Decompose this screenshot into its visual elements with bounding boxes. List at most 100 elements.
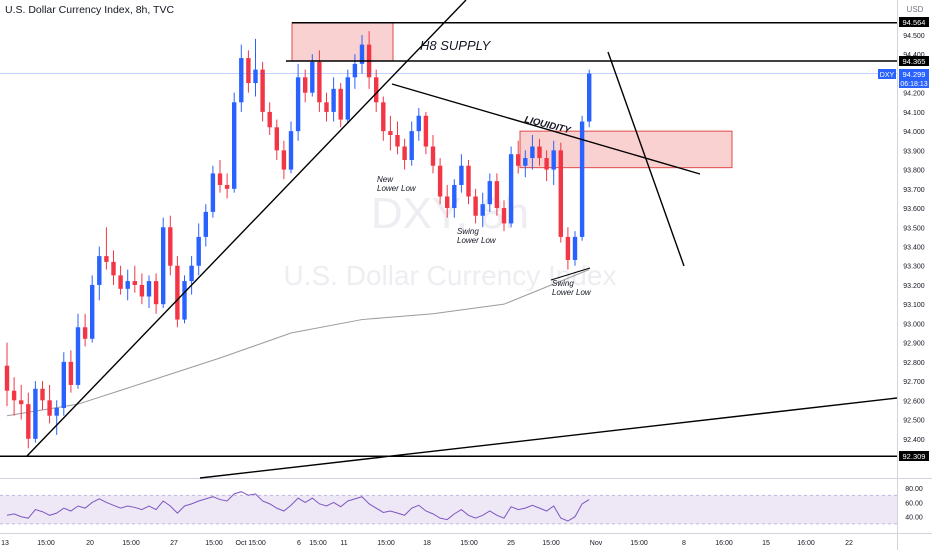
candle-body [395,134,400,147]
projection-line[interactable] [607,51,685,267]
supply-label: H8 SUPPLY [420,38,492,53]
time-tick-label: 8 [682,540,686,547]
swing-low-pointer [550,267,591,281]
candle-body [587,73,592,122]
candle-body [4,365,10,391]
level-low-price-tag [899,451,929,461]
time-tick-label: 13 [1,540,9,547]
level-high-price-text: 94.564 [903,18,926,27]
swing-lower-low-2-line2: Lower Low [552,288,592,297]
candle-body [161,227,166,305]
candle-body [530,146,535,159]
candle-body [303,77,308,93]
candle-body [26,404,31,439]
candle-body [487,181,492,205]
candle-body [516,154,521,166]
price-tick-label: 93.400 [903,245,925,252]
candle-body [61,361,66,409]
price-tick-label: 93.500 [903,225,925,232]
candle-body [317,61,322,103]
time-tick-label: Nov [590,540,603,547]
candle-body [146,281,152,297]
candle-body [288,131,294,170]
time-tick-label: 22 [845,540,853,547]
candle-body [33,388,38,439]
price-tick-label: 94.100 [903,110,925,117]
candle-body [111,261,116,276]
candle-body [267,111,272,128]
candle-body [260,69,265,112]
time-tick-label: 15:00 [542,540,560,547]
price-tick-label: 93.000 [903,321,925,328]
time-tick-label: 15:00 [309,540,327,547]
level-high-price-tag [899,17,929,27]
rsi-band-fill [0,495,897,524]
time-tick-label: 15:00 [460,540,478,547]
last-price-text: 94.299 [903,70,926,79]
last-price-tag [899,69,929,88]
time-tick-label: 27 [170,540,178,547]
time-tick-label: 16:00 [715,540,733,547]
candle-body [75,327,81,385]
countdown-text: 06:18:13 [900,81,927,88]
candle-body [203,211,208,237]
price-tick-label: 92.600 [903,398,925,405]
price-pane[interactable] [0,0,897,478]
candle-body [189,265,194,282]
time-tick-label: 15:00 [37,540,55,547]
price-tick-label: 92.800 [903,360,925,367]
time-axis[interactable]: 13 15:00 20 15:00 27 15:00 Oct 15:00 6 15:00 11 15:… [1,540,853,547]
candle-body [175,265,180,320]
candle-body [281,150,287,170]
supply-zone[interactable] [291,22,394,62]
time-tick-label: 11 [340,540,347,547]
chart-title: U.S. Dollar Currency Index, 8h, TVC [5,4,174,16]
candle-body [246,58,251,84]
candle-body [82,327,88,339]
candle-body [47,400,52,416]
price-tick-label: 92.700 [903,379,925,386]
candle-body [338,88,343,120]
candle-body [97,256,102,285]
candle-body [501,208,507,224]
time-tick-label: 16:00 [797,540,815,547]
candle-body [523,158,528,166]
rsi-line [6,491,590,522]
candle-body [452,184,457,209]
time-tick-label: 15:00 [122,540,140,547]
liquidity-trendline[interactable] [391,83,701,175]
level-mid-price-text: 94.365 [903,57,926,66]
candle-body [239,58,244,103]
new-lower-low-line2: Lower Low [377,184,417,193]
candle-body [224,184,230,189]
candle-body [232,102,237,189]
candle-body [558,150,563,237]
swing-lower-low-1-line2: Lower Low [457,236,497,245]
candle-body [423,115,429,147]
rsi-axis: 80.00 60.00 40.00 [905,486,923,522]
candle-body [139,284,145,297]
candle-body [54,408,59,416]
lower-trendline[interactable] [199,397,898,479]
price-tick-label: 94.500 [903,33,925,40]
candle-body [182,281,187,320]
candle-body [508,154,514,224]
new-lower-low-line1: New [377,175,394,184]
candle-body [445,196,450,209]
candle-body [125,281,130,289]
candle-body [331,88,336,112]
watermark-name: U.S. Dollar Currency Index [283,260,616,291]
candle-body [537,146,542,159]
time-tick-label: 15:00 [248,540,266,547]
uptrend-line[interactable] [26,0,467,457]
price-tick-label: 93.300 [903,264,925,271]
rsi-band [0,494,897,525]
rsi-tick-label: 40.00 [905,515,923,522]
candle-body [274,127,279,151]
price-tick-label: 93.800 [903,168,925,175]
time-tick-label: 6 [297,540,301,547]
price-axis[interactable]: 94.50094.40094.30094.20094.10094.00093.9… [903,33,925,463]
candle-body [416,115,421,132]
moving-average-line [6,269,590,417]
